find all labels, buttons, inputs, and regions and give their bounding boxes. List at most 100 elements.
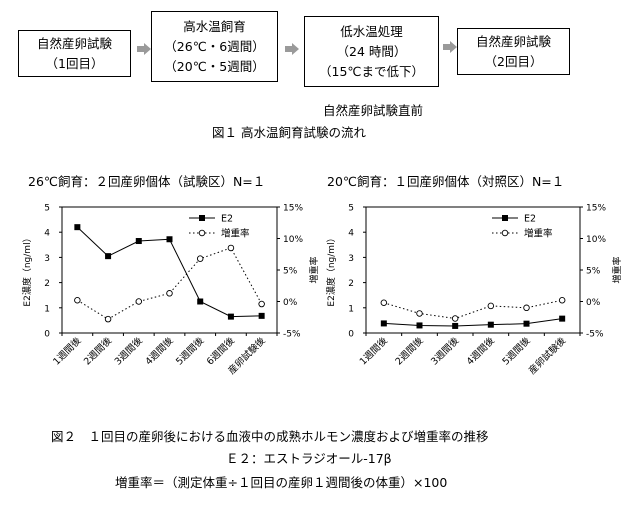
weight-gain-definition: 増重率＝（測定体重÷１回目の産卵１週間後の体重）×100 xyxy=(115,475,448,490)
x-tick-label: 4週間後 xyxy=(464,334,497,367)
y-tick-label: 3 xyxy=(44,254,50,264)
e2-point xyxy=(258,312,265,319)
flow-box-line: 自然産卵試験 xyxy=(475,34,551,49)
e2-point xyxy=(197,298,204,305)
plot-area xyxy=(365,206,581,334)
legend-label: 増重率 xyxy=(524,228,553,240)
y2-tick-label: 0% xyxy=(586,298,601,308)
legend-label: E2 xyxy=(524,214,536,225)
y-tick-label: 0 xyxy=(44,330,50,340)
x-tick-label: 産卵試験後 xyxy=(526,334,568,376)
series-line-e2 xyxy=(383,318,563,327)
plot-area xyxy=(61,206,278,334)
e2-point xyxy=(416,322,423,329)
flow-box-line: （24 時間） xyxy=(336,44,407,59)
legend-label: E2 xyxy=(221,214,233,225)
weight-gain-point xyxy=(104,315,112,323)
e2-definition: Ｅ２：エストラジオール-17β xyxy=(226,451,392,466)
weight-gain-point xyxy=(416,310,423,317)
weight-gain-point xyxy=(380,299,388,307)
weight-gain-point xyxy=(227,244,235,252)
y-tick-label: 0 xyxy=(348,330,354,340)
flow-box-low-temp-treatment: 低水温処理 （24 時間） （15℃まで低下） xyxy=(304,16,439,87)
weight-gain-point xyxy=(558,296,566,304)
e2-point xyxy=(166,236,173,243)
flow-box-line: 自然産卵試験 xyxy=(36,36,112,51)
x-tick-label: 3週間後 xyxy=(428,334,461,367)
y2-tick-label: 5% xyxy=(586,267,601,277)
e2-point xyxy=(135,238,142,245)
legend-marker xyxy=(199,215,205,221)
flow-box-line: 低水温処理 xyxy=(340,24,403,39)
flow-box-line: （1回目） xyxy=(45,56,104,71)
flow-box-line: （15℃まで低下） xyxy=(319,64,424,79)
series-line-weight-gain xyxy=(383,299,563,320)
y2-tick-label: 5% xyxy=(283,267,298,277)
weight-gain-point xyxy=(487,302,495,310)
flow-box-second-spawning-test: 自然産卵試験 （2回目） xyxy=(457,28,570,75)
e2-point xyxy=(523,320,530,327)
weight-gain-point xyxy=(135,298,143,305)
x-tick-label: 3週間後 xyxy=(112,334,145,367)
y2-tick-label: 15% xyxy=(586,204,606,214)
weight-gain-point xyxy=(196,255,204,262)
figure1-caption: 図１ 高水温飼育試験の流れ xyxy=(212,125,366,140)
flow-arrow-icon xyxy=(443,41,457,53)
y2-tick-label: 10% xyxy=(283,235,303,245)
chart1-title: 26℃飼育：２回産卵個体（試験区）N=１ xyxy=(28,174,266,189)
figure2-caption: 図２ １回目の産卵後における血液中の成熟ホルモン濃度および増重率の推移 xyxy=(51,429,489,444)
legend-label: 増重率 xyxy=(221,228,250,240)
y2-axis-title: 増重率 xyxy=(611,256,623,283)
weight-gain-point xyxy=(74,296,81,304)
flow-box-line: 高水温飼育 xyxy=(183,19,246,34)
e2-point xyxy=(559,315,566,322)
y-tick-label: 1 xyxy=(348,304,354,314)
x-tick-label: 2週間後 xyxy=(393,334,426,367)
y-tick-label: 3 xyxy=(348,254,354,264)
flow-box-line: （26℃・6週間） xyxy=(164,39,265,54)
y-tick-label: 2 xyxy=(348,279,354,289)
y2-tick-label: 15% xyxy=(283,204,303,214)
e2-point xyxy=(487,321,494,328)
flow-arrow-icon xyxy=(137,43,151,55)
weight-gain-point xyxy=(166,290,173,297)
flow-box-line: （2回目） xyxy=(484,54,543,69)
x-tick-label: 4週間後 xyxy=(143,334,176,367)
e2-point xyxy=(380,320,387,327)
y2-axis-title: 増重率 xyxy=(308,256,320,283)
chart2-title: 20℃飼育：１回産卵個体（対照区）N=１ xyxy=(327,174,565,189)
chart-26c-test-group: 012345-5%0%5%10%15%1週間後2週間後3週間後4週間後5週間後6… xyxy=(21,204,320,377)
x-tick-label: 1週間後 xyxy=(51,334,84,367)
y-tick-label: 2 xyxy=(44,279,50,289)
legend-marker xyxy=(198,229,206,237)
e2-point xyxy=(452,322,459,329)
y2-tick-label: 10% xyxy=(586,235,606,245)
y-tick-label: 1 xyxy=(44,304,50,314)
y2-tick-label: 0% xyxy=(283,298,298,308)
x-tick-label: 2週間後 xyxy=(81,334,114,367)
e2-point xyxy=(74,224,81,231)
flow-note: 自然産卵試験直前 xyxy=(323,103,424,118)
flow-arrow-icon xyxy=(285,43,299,55)
y-tick-label: 5 xyxy=(44,204,50,214)
x-tick-label: 5週間後 xyxy=(500,334,533,367)
flow-box-first-spawning-test: 自然産卵試験 （1回目） xyxy=(18,30,131,77)
e2-point xyxy=(227,313,234,320)
y2-tick-label: -5% xyxy=(283,330,301,340)
x-tick-label: 1週間後 xyxy=(357,334,390,367)
y-tick-label: 5 xyxy=(348,204,354,214)
y-axis-title: E2濃度（ng/ml） xyxy=(325,233,337,306)
x-tick-label: 5週間後 xyxy=(173,334,206,367)
e2-point xyxy=(105,253,112,260)
weight-gain-point xyxy=(258,300,265,308)
weight-gain-point xyxy=(451,315,459,322)
y-tick-label: 4 xyxy=(44,229,50,239)
y-axis-title: E2濃度（ng/ml） xyxy=(21,233,33,306)
legend-marker xyxy=(501,229,509,237)
flow-box-high-temp-rearing: 高水温飼育 （26℃・6週間） （20℃・5週間） xyxy=(151,11,278,82)
chart-20c-control-group: 0 1 2 3 4 5 -5% 0% 5% 10% 15% 1週間後 2週間後 3週間後 4週間後 5週間後産… xyxy=(325,204,623,377)
weight-gain-point xyxy=(523,304,530,312)
y2-tick-label: -5% xyxy=(586,330,604,340)
y-tick-label: 4 xyxy=(348,229,354,239)
flow-box-line: （20℃・5週間） xyxy=(164,59,265,74)
